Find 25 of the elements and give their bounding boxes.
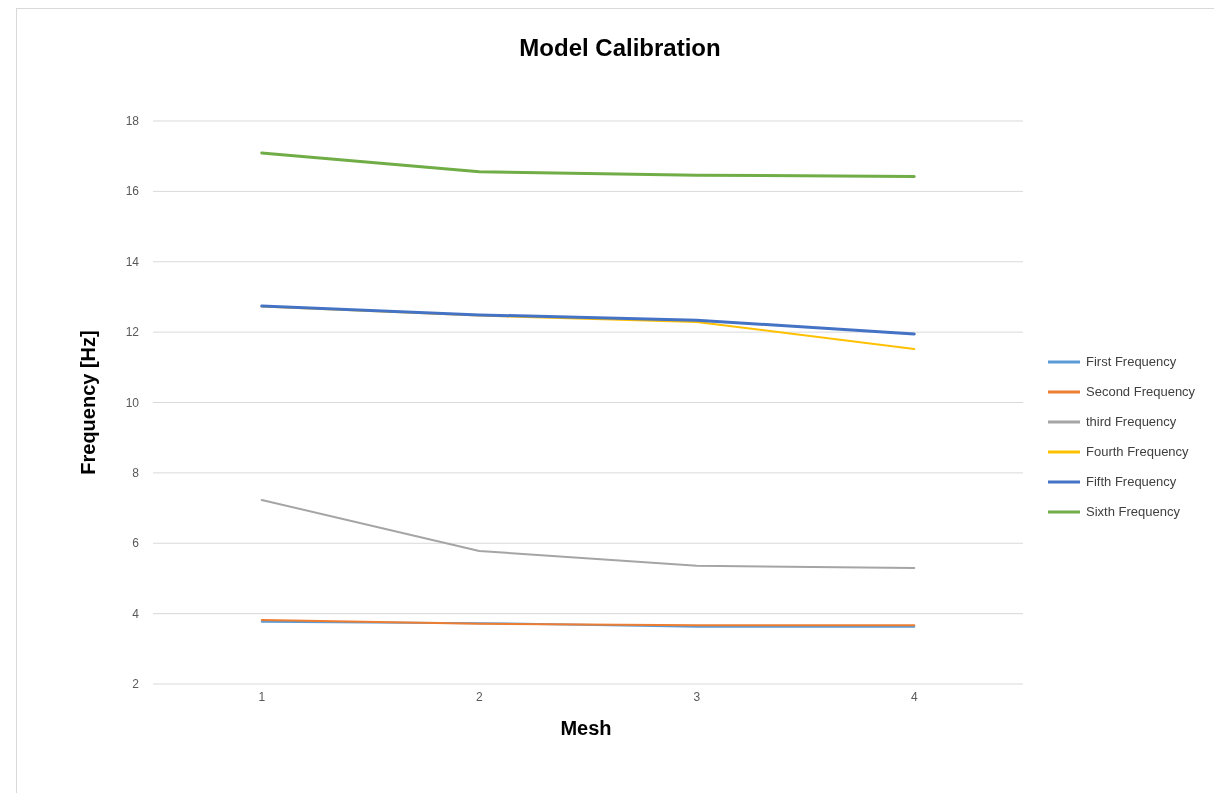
y-tick-label: 10	[125, 395, 140, 410]
y-tick-label: 8	[132, 465, 140, 480]
y-tick-label: 16	[125, 184, 140, 199]
legend-label: Fifth Frequency	[1086, 474, 1177, 489]
y-axis-title: Frequency [Hz]	[77, 330, 99, 475]
line-series	[260, 151, 916, 179]
y-tick-label: 18	[125, 114, 140, 128]
x-tick-label: 2	[475, 690, 483, 704]
y-tick-label: 6	[132, 536, 140, 551]
line-series	[260, 304, 916, 336]
x-axis-title: Mesh	[560, 717, 612, 739]
y-tick-label: 14	[125, 254, 140, 269]
y-tick-label: 12	[125, 325, 140, 340]
legend-label: Sixth Frequency	[1086, 504, 1181, 519]
x-tick-label: 3	[693, 690, 701, 704]
x-tick-label: 4	[910, 690, 918, 704]
line-series	[260, 498, 916, 569]
y-tick-label: 2	[132, 677, 140, 691]
legend-label: third Frequency	[1086, 414, 1177, 429]
legend-label: Second Frequency	[1086, 384, 1196, 399]
x-tick-label: 1	[258, 690, 266, 704]
chart-title: Model Calibration	[519, 34, 721, 61]
legend-label: First Frequency	[1086, 354, 1177, 369]
legend-label: Fourth Frequency	[1086, 444, 1190, 459]
y-tick-label: 4	[132, 606, 140, 621]
